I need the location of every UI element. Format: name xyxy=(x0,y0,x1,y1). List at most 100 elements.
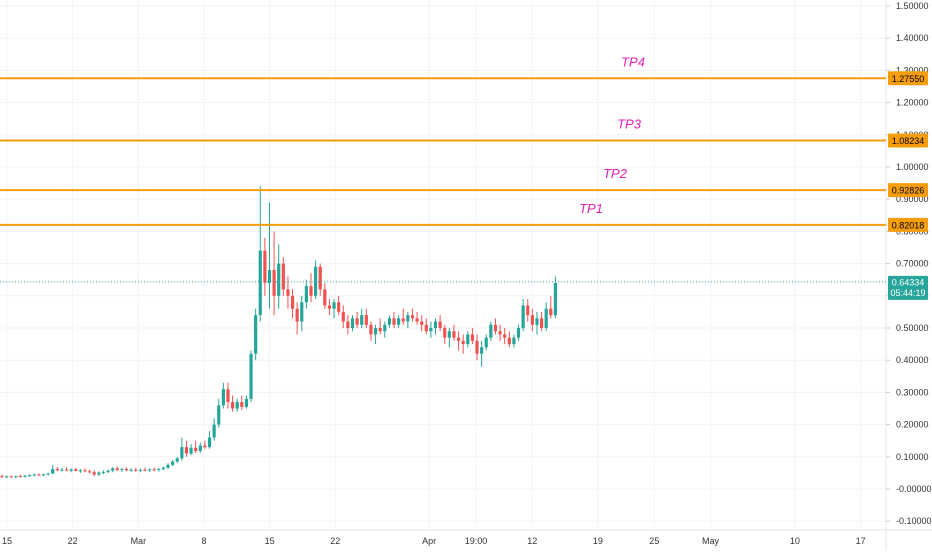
candle xyxy=(304,279,308,309)
candle xyxy=(115,466,119,471)
candle xyxy=(157,468,161,472)
candle xyxy=(203,440,207,449)
candle xyxy=(429,321,433,338)
candle-body xyxy=(111,468,115,471)
candle xyxy=(544,302,548,332)
candle-body xyxy=(447,331,451,338)
candle xyxy=(74,467,78,472)
candle-body xyxy=(78,470,83,472)
candle xyxy=(152,467,156,472)
y-tick-label: -0.00000 xyxy=(896,484,932,494)
candle-body xyxy=(157,469,161,471)
candle-body xyxy=(124,469,129,471)
candle-body xyxy=(360,315,364,325)
x-tick-label: 15 xyxy=(2,536,12,546)
candle xyxy=(378,318,382,335)
candle xyxy=(221,382,225,409)
candle xyxy=(32,473,36,477)
candle-body xyxy=(0,476,4,478)
candle-body xyxy=(373,328,378,335)
candle-body xyxy=(364,315,368,325)
candle xyxy=(373,324,378,345)
candle-body xyxy=(286,289,290,296)
level-price-label: 1.08234 xyxy=(892,136,925,146)
y-tick-label: 0.20000 xyxy=(896,420,929,430)
candle xyxy=(267,202,272,309)
candle-body xyxy=(535,318,539,325)
price-axis[interactable]: 1.500001.400001.300001.200001.100001.000… xyxy=(886,1,932,526)
x-tick-label: 22 xyxy=(330,536,340,546)
level-price-label: 0.82018 xyxy=(892,220,925,230)
candle-body xyxy=(461,340,465,345)
candle-body xyxy=(272,270,276,296)
candle xyxy=(350,315,355,332)
candle-body xyxy=(314,266,318,296)
candle xyxy=(364,308,368,328)
candle-body xyxy=(530,315,534,325)
candle xyxy=(272,231,276,316)
x-tick-label: 17 xyxy=(856,536,866,546)
level-price-badge xyxy=(888,183,928,198)
candle xyxy=(120,467,124,472)
take-profit-levels: TP4 TP3 TP2 TP1 xyxy=(0,54,886,283)
candle-body xyxy=(226,389,230,403)
candle-body xyxy=(549,308,553,316)
candle-body xyxy=(341,311,345,322)
candle xyxy=(23,474,27,478)
candle xyxy=(171,460,175,467)
candle-body xyxy=(369,324,373,335)
candle xyxy=(447,328,451,348)
candle xyxy=(258,186,262,322)
candle-body xyxy=(424,324,428,332)
candle xyxy=(480,340,484,367)
x-tick-label: 19 xyxy=(593,536,603,546)
candle-body xyxy=(60,469,64,471)
y-tick-label: 1.20000 xyxy=(896,98,929,108)
x-tick-label: May xyxy=(702,536,720,546)
candle-body xyxy=(263,250,267,283)
candle-body xyxy=(152,469,156,471)
candle-body xyxy=(475,340,479,354)
candle-body xyxy=(327,305,332,309)
candle xyxy=(295,302,299,335)
candle-body xyxy=(189,447,193,454)
y-tick-label: 0.50000 xyxy=(896,323,929,333)
candle xyxy=(553,276,558,319)
candle-body xyxy=(350,318,355,328)
candle xyxy=(88,469,92,474)
candle-body xyxy=(498,331,502,335)
candle xyxy=(254,308,258,361)
candle xyxy=(0,474,4,478)
candle xyxy=(124,467,129,472)
candle xyxy=(318,263,322,296)
time-axis[interactable]: 15 22 Mar 8 15 22 Apr 19:00 12 19 25 May 10 17 xyxy=(2,536,866,546)
candle-body xyxy=(203,445,207,448)
x-tick-label: Apr xyxy=(422,536,436,546)
candle-body xyxy=(115,468,119,471)
candle-body xyxy=(456,337,461,341)
candle xyxy=(277,244,281,309)
candle-body xyxy=(480,347,484,354)
candle xyxy=(129,468,133,472)
candle xyxy=(64,467,69,472)
candle xyxy=(14,475,18,479)
candle xyxy=(281,257,285,296)
candle-body xyxy=(184,447,189,454)
candle xyxy=(355,311,359,328)
candle xyxy=(383,321,387,338)
candle-body xyxy=(101,471,106,473)
candle-body xyxy=(166,464,170,468)
candle-body xyxy=(138,469,142,471)
candle xyxy=(507,331,511,348)
candle xyxy=(360,308,364,328)
y-tick-label: 1.50000 xyxy=(896,1,929,11)
candle-body xyxy=(420,321,424,325)
candle-body xyxy=(143,469,147,471)
candle xyxy=(60,467,64,472)
level-label-tp3: TP3 xyxy=(617,116,642,131)
candle xyxy=(489,321,493,341)
candle-body xyxy=(410,315,415,319)
candle xyxy=(78,469,83,473)
